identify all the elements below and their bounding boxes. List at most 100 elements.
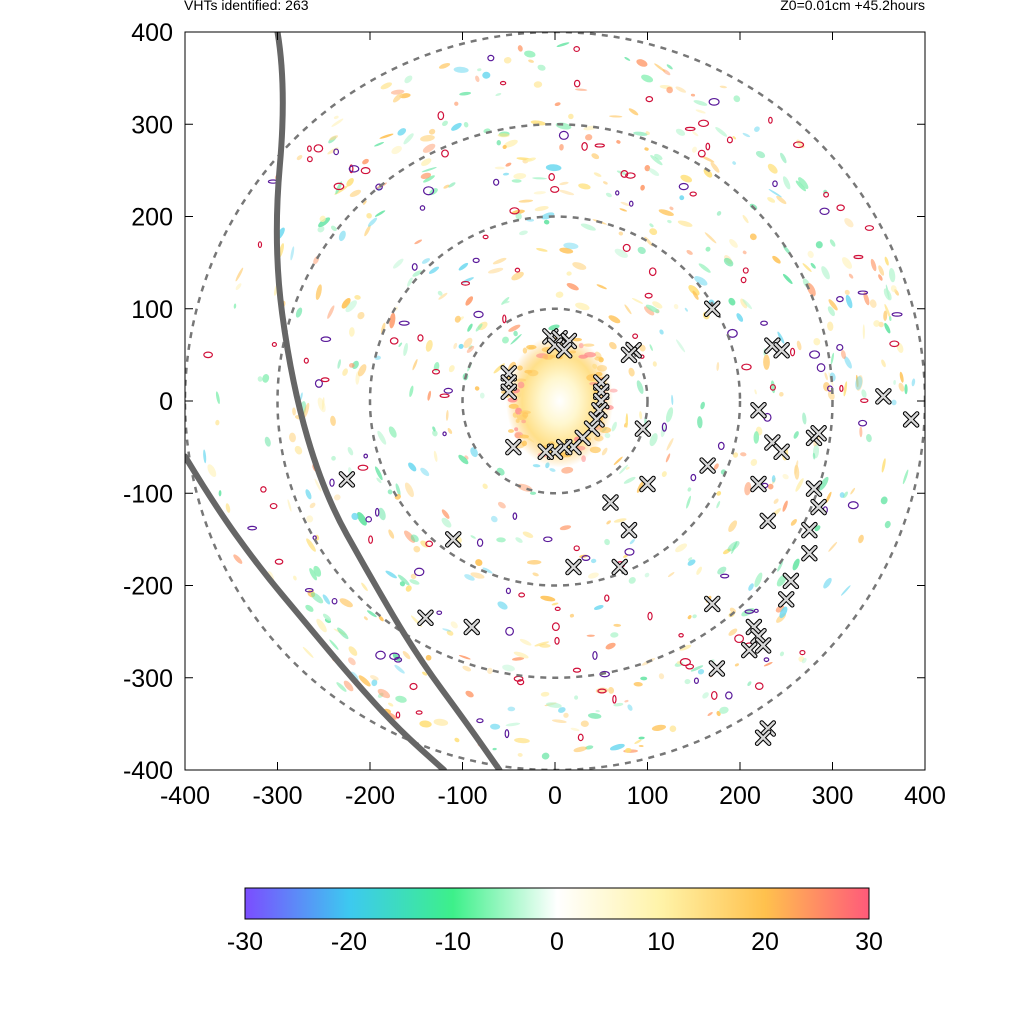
shading-blob <box>559 181 569 186</box>
contour-loop <box>431 368 441 375</box>
shading-blob <box>330 415 336 427</box>
contour-loop <box>493 178 500 186</box>
shading-blob <box>348 467 352 474</box>
shading-blob <box>654 63 666 72</box>
shading-blob <box>904 384 908 395</box>
shading-blob <box>425 339 433 352</box>
contour-loop <box>439 393 450 399</box>
shading-blob <box>729 239 738 248</box>
contour-loop <box>417 334 424 342</box>
shading-blob <box>287 499 292 512</box>
shading-blob <box>524 50 536 58</box>
shading-blob <box>404 75 413 84</box>
shading-blob <box>511 271 524 281</box>
shading-blob <box>884 520 891 529</box>
shading-blob <box>677 220 693 227</box>
shading-blob <box>889 316 892 321</box>
shading-blob <box>578 183 591 190</box>
shading-blob <box>613 623 622 627</box>
shading-blob <box>669 725 677 733</box>
shading-blob <box>262 374 270 383</box>
shading-blob <box>327 305 335 319</box>
shading-blob <box>454 101 459 106</box>
contour-loop <box>476 538 484 547</box>
shading-blob <box>704 232 717 244</box>
contour-loop <box>847 501 859 510</box>
shading-blob <box>470 535 476 539</box>
eyewall-cell <box>581 455 586 463</box>
shading-blob <box>554 102 561 107</box>
contour-loop <box>504 729 510 739</box>
shading-blob <box>474 386 480 391</box>
shading-blob <box>772 255 781 264</box>
x-tick-label: -200 <box>345 782 395 810</box>
vht-marker <box>341 473 353 485</box>
shading-blob <box>233 303 237 309</box>
contour-loop <box>375 183 383 191</box>
shading-blob <box>475 323 483 332</box>
shading-blob <box>515 212 522 220</box>
shading-blob <box>322 613 332 621</box>
shading-blob <box>517 483 533 492</box>
contour-loop <box>741 363 752 371</box>
shading-blob <box>732 161 737 165</box>
vht-marker <box>905 413 917 425</box>
shading-blob <box>533 191 546 195</box>
contour-loop <box>836 296 844 303</box>
shading-blob <box>398 342 403 347</box>
eyewall-cell <box>599 426 612 434</box>
shading-blob <box>475 75 480 83</box>
shading-blob <box>421 258 431 264</box>
shading-blob <box>316 618 327 633</box>
shading-blob <box>844 289 850 295</box>
shading-blob <box>575 88 588 91</box>
eyewall-cell <box>609 388 618 393</box>
shading-blob <box>728 520 738 532</box>
shading-blob <box>779 651 785 657</box>
contour-loop <box>472 257 480 264</box>
shading-blob <box>447 427 453 434</box>
shading-blob <box>624 699 629 703</box>
contour-loop <box>415 710 423 715</box>
shading-blob <box>701 155 715 163</box>
shading-blob <box>438 292 448 300</box>
shading-blob <box>728 297 736 306</box>
shading-blob <box>511 179 522 183</box>
shading-blob <box>829 239 836 247</box>
shading-blob <box>827 321 834 331</box>
shading-blob <box>446 630 454 636</box>
shading-blob <box>331 455 336 461</box>
shading-blob <box>442 628 452 632</box>
shading-blob <box>671 394 674 406</box>
shading-blob <box>497 133 510 138</box>
shading-blob <box>410 573 417 580</box>
shading-blob <box>215 391 220 405</box>
shading-blob <box>559 189 575 196</box>
shading-blob <box>705 246 711 252</box>
shading-blob <box>732 136 736 140</box>
colorbar-gradient <box>244 887 870 920</box>
shading-blob <box>322 594 331 605</box>
shading-blob <box>502 172 510 176</box>
shading-blob <box>707 712 713 716</box>
shading-blob <box>616 170 628 176</box>
shading-blob <box>513 330 518 337</box>
shading-blob <box>722 548 731 555</box>
shading-blob <box>580 720 589 727</box>
contour-loop <box>395 711 401 719</box>
contour-loop <box>827 385 833 392</box>
shading-blob <box>333 115 339 119</box>
shading-blob <box>693 100 708 106</box>
contour-loop <box>518 592 526 598</box>
contour-loop <box>628 200 634 207</box>
shading-blob <box>556 42 570 48</box>
shading-blob <box>443 184 450 189</box>
shading-blob <box>651 724 667 731</box>
shading-blob <box>366 212 372 219</box>
contour-loop <box>476 718 484 724</box>
shading-blob <box>502 301 510 304</box>
contour-loop <box>441 149 449 158</box>
shading-blob <box>356 512 367 526</box>
shading-blob <box>861 389 867 398</box>
shading-blob <box>391 145 402 155</box>
